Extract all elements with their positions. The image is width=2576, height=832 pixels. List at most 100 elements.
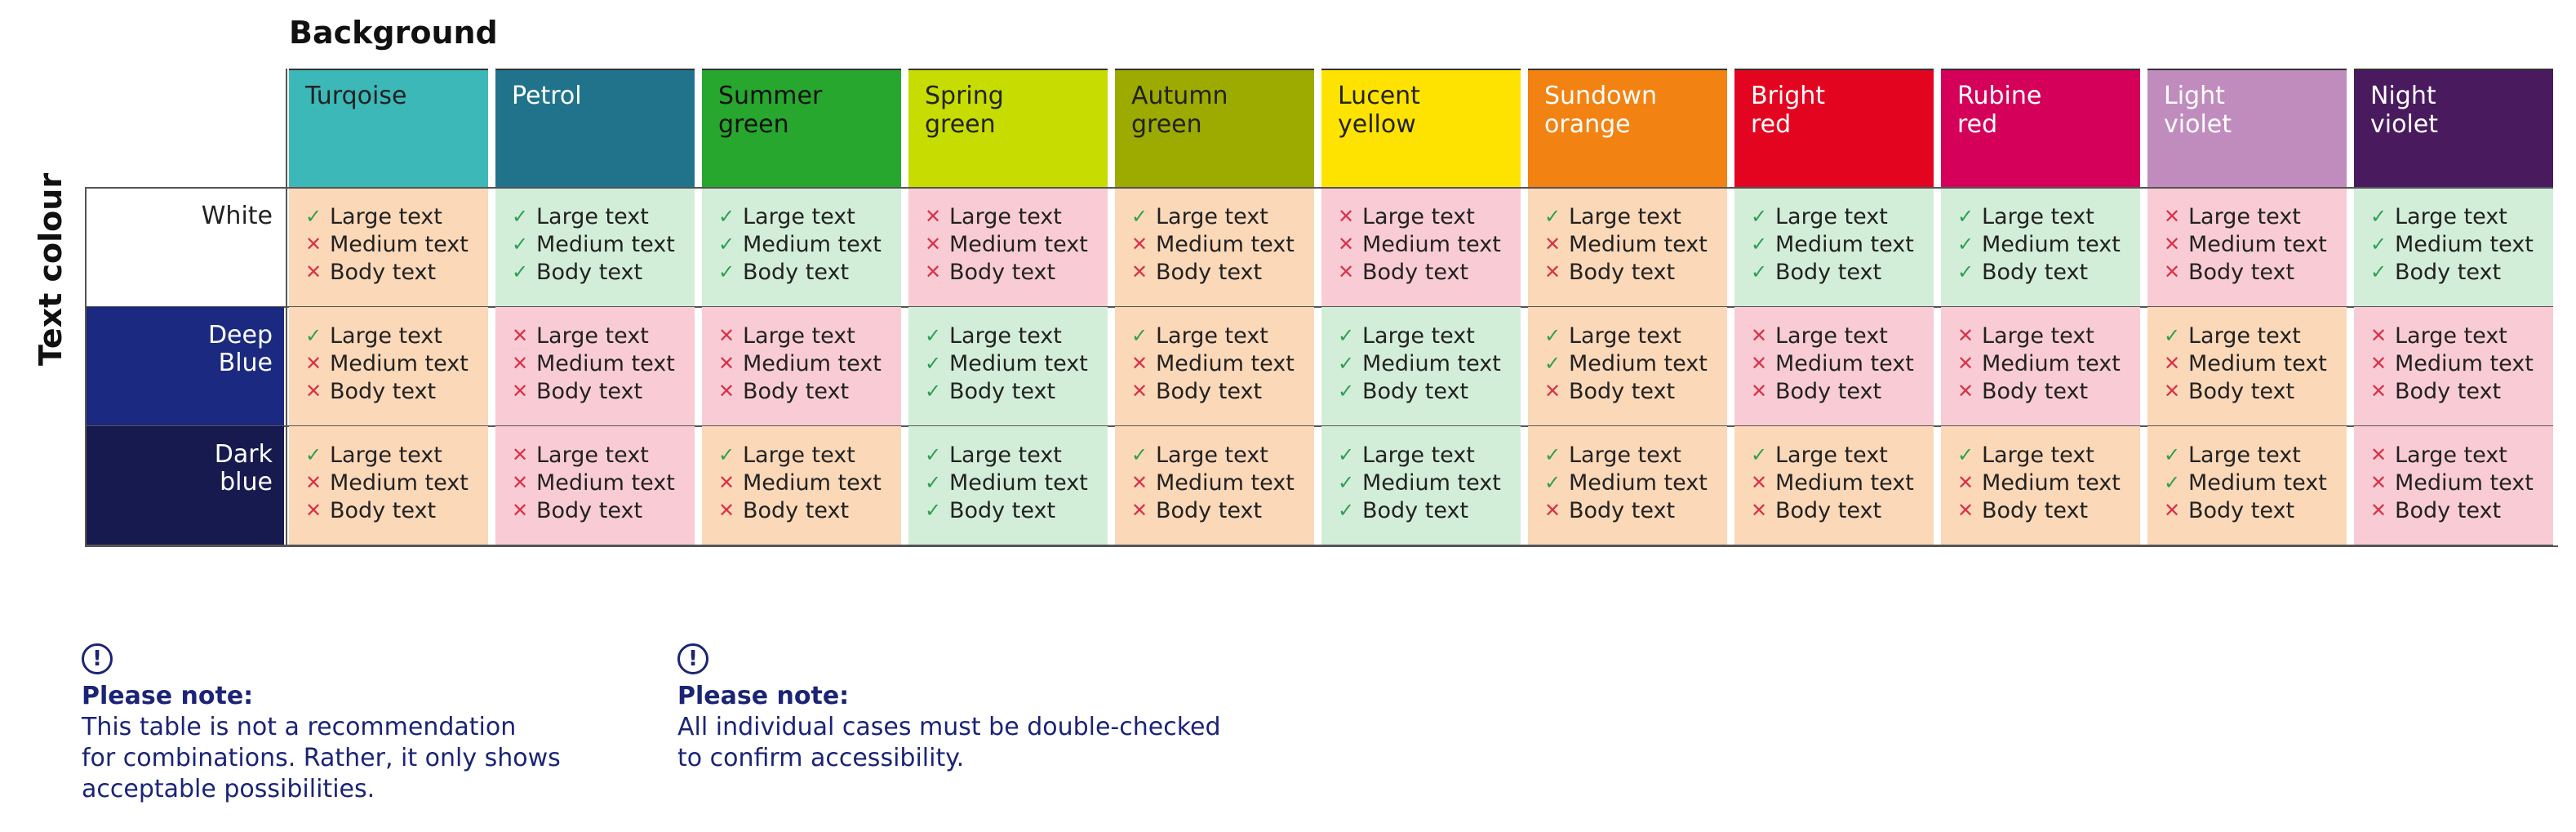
cross-icon: ✕ xyxy=(305,471,322,494)
result-label: Medium text xyxy=(1569,350,1708,376)
result-item: ✕ Body text xyxy=(925,258,1091,286)
column-divider xyxy=(85,188,87,545)
result-item: ✕ Body text xyxy=(1751,496,1917,524)
result-label: Body text xyxy=(1982,378,2089,404)
result-item: ✓ Medium text xyxy=(925,469,1091,496)
result-item: ✓ Body text xyxy=(512,258,678,286)
result-item: ✓ Large text xyxy=(305,202,472,230)
result-label: Large text xyxy=(1156,442,1268,468)
result-item: ✕ Body text xyxy=(305,258,472,286)
result-cell: ✕ Large text ✕ Medium text ✕ Body text xyxy=(2354,426,2553,545)
result-item: ✓ Large text xyxy=(1751,202,1917,230)
result-label: Medium text xyxy=(1156,350,1295,376)
result-item: ✓ Large text xyxy=(925,322,1091,349)
result-item: ✕ Large text xyxy=(925,202,1091,230)
result-label: Medium text xyxy=(1569,469,1708,496)
cross-icon: ✕ xyxy=(1957,324,1974,347)
result-label: Large text xyxy=(1362,203,1475,229)
result-label: Body text xyxy=(330,259,437,285)
cross-icon: ✕ xyxy=(1751,499,1768,522)
background-header: Sundown orange xyxy=(1528,69,1727,188)
cross-icon: ✕ xyxy=(2370,443,2387,466)
result-item: ✕ Body text xyxy=(718,496,885,524)
cross-icon: ✕ xyxy=(1544,499,1561,522)
result-item: ✕ Medium text xyxy=(1957,469,2124,496)
result-label: Body text xyxy=(1775,259,1882,285)
note-line: acceptable possibilities. xyxy=(82,775,375,803)
result-item: ✕ Medium text xyxy=(2164,230,2330,258)
result-item: ✓ Body text xyxy=(1751,258,1917,286)
result-item: ✕ Body text xyxy=(512,496,678,524)
text-colour-name: Dark xyxy=(214,440,273,469)
row-divider xyxy=(85,187,2553,189)
result-label: Medium text xyxy=(949,231,1088,257)
result-item: ✓ Medium text xyxy=(1338,469,1504,496)
cross-icon: ✕ xyxy=(305,233,322,256)
cross-icon: ✕ xyxy=(1751,352,1768,375)
note-heading: Please note: xyxy=(677,682,850,710)
background-name: Petrol xyxy=(512,82,582,110)
background-header: Rubine red xyxy=(1941,69,2140,188)
check-icon: ✓ xyxy=(512,205,529,228)
result-item: ✓ Medium text xyxy=(1544,349,1711,377)
result-label: Medium text xyxy=(2188,231,2327,257)
result-label: Large text xyxy=(1775,203,1888,229)
text-colour-name: Deep xyxy=(207,321,273,349)
note-1: ! Please note: This table is not a recom… xyxy=(82,643,561,805)
result-cell: ✕ Large text ✕ Medium text ✕ Body text xyxy=(908,188,1108,307)
cross-icon: ✕ xyxy=(925,233,942,256)
text-colour-name: White xyxy=(201,202,273,230)
result-label: Body text xyxy=(330,378,437,404)
result-cell: ✓ Large text ✓ Medium text ✓ Body text xyxy=(908,426,1108,545)
text-colour-name: blue xyxy=(220,468,273,496)
result-item: ✕ Medium text xyxy=(1544,230,1711,258)
result-item: ✕ Body text xyxy=(1957,377,2124,405)
result-label: Body text xyxy=(1362,497,1469,523)
result-cell: ✓ Large text ✕ Medium text ✕ Body text xyxy=(289,188,488,307)
result-label: Medium text xyxy=(1775,350,1914,376)
result-label: Medium text xyxy=(949,469,1088,496)
cross-icon: ✕ xyxy=(2370,352,2387,375)
result-item: ✕ Medium text xyxy=(2164,349,2330,377)
check-icon: ✓ xyxy=(1751,443,1768,466)
result-item: ✓ Large text xyxy=(1957,202,2124,230)
check-icon: ✓ xyxy=(1338,352,1355,375)
check-icon: ✓ xyxy=(512,233,529,256)
result-label: Medium text xyxy=(2188,469,2327,496)
result-cell: ✕ Large text ✕ Medium text ✕ Body text xyxy=(1321,188,1521,307)
result-item: ✕ Body text xyxy=(1131,377,1298,405)
result-label: Medium text xyxy=(743,231,882,257)
result-item: ✕ Medium text xyxy=(512,469,678,496)
result-item: ✓ Large text xyxy=(925,441,1091,469)
result-item: ✓ Large text xyxy=(1544,202,1711,230)
background-header: Spring green xyxy=(908,69,1108,188)
check-icon: ✓ xyxy=(925,443,942,466)
result-cell: ✓ Large text ✕ Medium text ✕ Body text xyxy=(1734,426,1934,545)
result-label: Body text xyxy=(1156,378,1263,404)
check-icon: ✓ xyxy=(1957,233,1974,256)
result-item: ✕ Medium text xyxy=(1131,469,1298,496)
background-name: green xyxy=(718,110,789,139)
result-label: Medium text xyxy=(1362,469,1501,496)
result-label: Large text xyxy=(1775,323,1888,349)
check-icon: ✓ xyxy=(305,443,322,466)
result-item: ✕ Large text xyxy=(718,322,885,349)
result-label: Body text xyxy=(2188,259,2295,285)
background-name: Lucent xyxy=(1338,82,1420,110)
result-label: Large text xyxy=(1569,323,1681,349)
check-icon: ✓ xyxy=(1131,443,1148,466)
result-item: ✕ Medium text xyxy=(1751,469,1917,496)
result-cell: ✕ Large text ✕ Medium text ✕ Body text xyxy=(495,307,695,426)
background-name: Summer xyxy=(718,82,823,110)
check-icon: ✓ xyxy=(1131,205,1148,228)
background-header: Light violet xyxy=(2147,69,2347,188)
check-icon: ✓ xyxy=(925,352,942,375)
background-name: red xyxy=(1751,110,1792,139)
check-icon: ✓ xyxy=(2370,233,2387,256)
result-label: Medium text xyxy=(1982,350,2121,376)
background-name: Night xyxy=(2370,82,2436,110)
cross-icon: ✕ xyxy=(512,352,529,375)
background-header: Lucent yellow xyxy=(1321,69,1521,188)
result-label: Large text xyxy=(1982,442,2094,468)
result-cell: ✓ Large text ✓ Medium text ✓ Body text xyxy=(1941,188,2140,307)
